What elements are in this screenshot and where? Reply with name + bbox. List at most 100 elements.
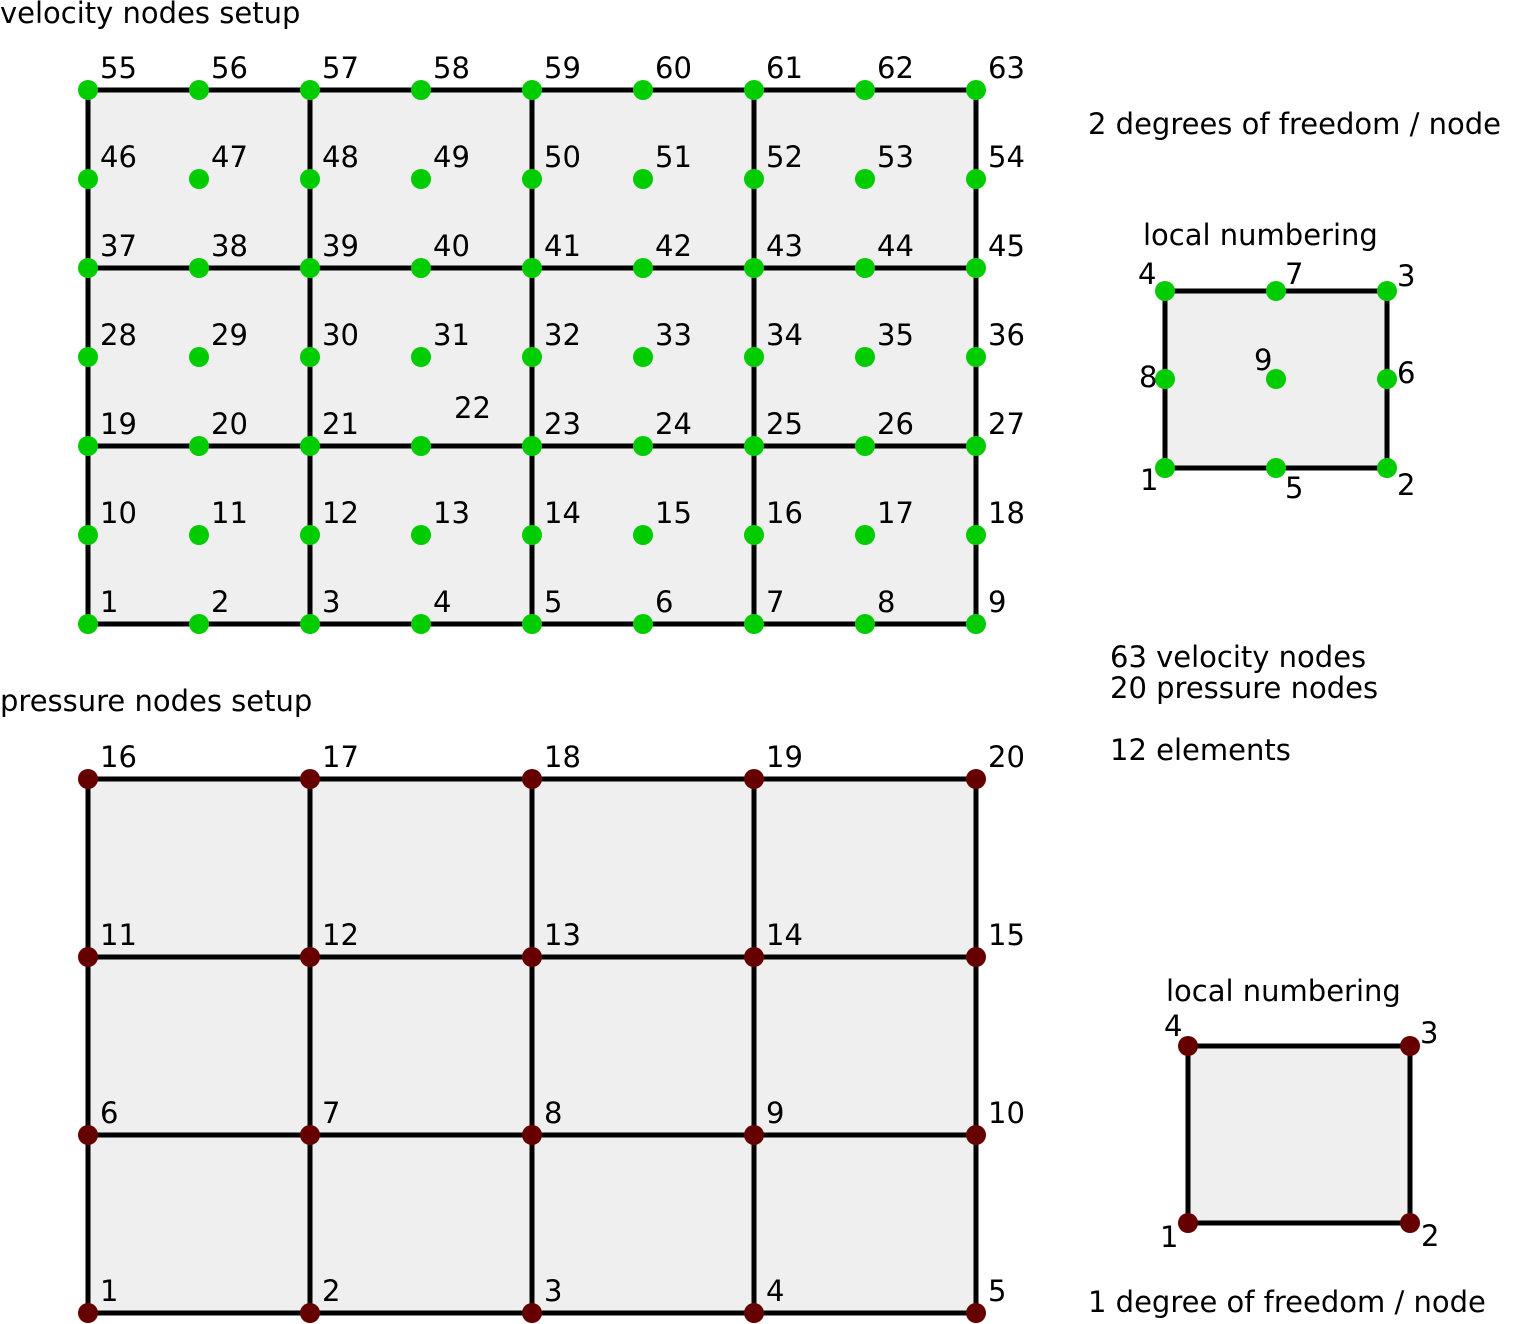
velocity-node — [300, 169, 320, 189]
pressure-local-node-label: 1 — [1160, 1220, 1178, 1254]
velocity-node-label: 6 — [655, 585, 673, 619]
velocity-node-label: 30 — [322, 318, 359, 352]
velocity-node-label: 47 — [211, 140, 248, 174]
pressure-node-label: 20 — [988, 740, 1025, 774]
velocity-node-label: 4 — [433, 585, 451, 619]
velocity-node-label: 26 — [877, 407, 914, 441]
velocity-local-node — [1266, 281, 1286, 301]
velocity-node-count: 63 velocity nodes — [1110, 640, 1366, 674]
velocity-node-label: 36 — [988, 318, 1025, 352]
velocity-node — [966, 347, 986, 367]
pressure-node-label: 19 — [766, 740, 803, 774]
velocity-node — [522, 436, 542, 456]
velocity-node — [189, 80, 209, 100]
velocity-node-label: 21 — [322, 407, 359, 441]
pressure-local-node-label: 2 — [1421, 1219, 1439, 1253]
pressure-node — [744, 1125, 764, 1145]
velocity-node — [189, 169, 209, 189]
velocity-node-label: 1 — [100, 585, 118, 619]
velocity-node — [855, 436, 875, 456]
pressure-node — [78, 1125, 98, 1145]
velocity-node-label: 53 — [877, 140, 914, 174]
velocity-node-label: 32 — [544, 318, 581, 352]
velocity-node — [300, 525, 320, 545]
velocity-node — [522, 80, 542, 100]
velocity-node-label: 51 — [655, 140, 692, 174]
velocity-node — [633, 436, 653, 456]
velocity-node-label: 27 — [988, 407, 1025, 441]
velocity-node — [300, 614, 320, 634]
pressure-local-node — [1178, 1036, 1198, 1056]
velocity-node — [855, 614, 875, 634]
velocity-node — [78, 347, 98, 367]
velocity-node-label: 57 — [322, 51, 359, 85]
velocity-local-node-label: 4 — [1138, 257, 1156, 291]
pressure-node — [744, 769, 764, 789]
velocity-node-label: 23 — [544, 407, 581, 441]
velocity-node-label: 45 — [988, 229, 1025, 263]
velocity-node-label: 63 — [988, 51, 1025, 85]
pressure-dof-text: 1 degree of freedom / node — [1088, 1285, 1486, 1319]
velocity-node-label: 34 — [766, 318, 803, 352]
velocity-node-label: 60 — [655, 51, 692, 85]
pressure-node-label: 16 — [100, 740, 137, 774]
pressure-local-title: local numbering — [1166, 974, 1401, 1008]
velocity-node — [522, 258, 542, 278]
velocity-node-label: 50 — [544, 140, 581, 174]
velocity-node-label: 12 — [322, 496, 359, 530]
velocity-node — [189, 525, 209, 545]
pressure-local-border — [1185, 1043, 1413, 1226]
pressure-node — [300, 769, 320, 789]
velocity-node-label: 37 — [100, 229, 137, 263]
velocity-local-node-label: 3 — [1397, 259, 1415, 293]
pressure-node — [300, 1303, 320, 1323]
velocity-node-label: 44 — [877, 229, 914, 263]
velocity-node-label: 11 — [211, 496, 248, 530]
velocity-node-label: 15 — [655, 496, 692, 530]
velocity-local-node-label: 9 — [1254, 343, 1272, 377]
velocity-node-label: 3 — [322, 585, 340, 619]
velocity-node-label: 54 — [988, 140, 1025, 174]
pressure-section-title: pressure nodes setup — [0, 684, 312, 718]
pressure-node-label: 5 — [988, 1274, 1006, 1308]
pressure-local-element: 1 2 3 4 — [1160, 1009, 1439, 1254]
velocity-node-label: 10 — [100, 496, 137, 530]
velocity-node — [633, 614, 653, 634]
velocity-node-label: 59 — [544, 51, 581, 85]
velocity-node-label: 33 — [655, 318, 692, 352]
velocity-local-title: local numbering — [1143, 218, 1378, 252]
velocity-node — [855, 525, 875, 545]
velocity-node — [78, 525, 98, 545]
velocity-node — [78, 80, 98, 100]
velocity-section-title: velocity nodes setup — [0, 0, 300, 30]
velocity-node — [78, 258, 98, 278]
pressure-local-background — [1188, 1046, 1410, 1223]
pressure-node — [522, 947, 542, 967]
velocity-node-label: 39 — [322, 229, 359, 263]
velocity-local-node-label: 1 — [1140, 463, 1158, 497]
velocity-node — [633, 347, 653, 367]
velocity-node-label: 8 — [877, 585, 895, 619]
velocity-local-node — [1377, 458, 1397, 478]
velocity-node — [744, 614, 764, 634]
velocity-node — [966, 525, 986, 545]
velocity-node — [966, 436, 986, 456]
velocity-node — [522, 525, 542, 545]
velocity-node — [744, 80, 764, 100]
pressure-node-label: 15 — [988, 918, 1025, 952]
velocity-node — [522, 169, 542, 189]
velocity-local-node-label: 2 — [1397, 468, 1415, 502]
velocity-node — [78, 436, 98, 456]
pressure-node — [522, 769, 542, 789]
velocity-node — [189, 614, 209, 634]
velocity-node-label: 17 — [877, 496, 914, 530]
velocity-node — [855, 258, 875, 278]
velocity-node — [78, 169, 98, 189]
velocity-node — [855, 80, 875, 100]
pressure-node-label: 13 — [544, 918, 581, 952]
pressure-node-label: 18 — [544, 740, 581, 774]
velocity-node-label: 24 — [655, 407, 692, 441]
velocity-node — [744, 258, 764, 278]
